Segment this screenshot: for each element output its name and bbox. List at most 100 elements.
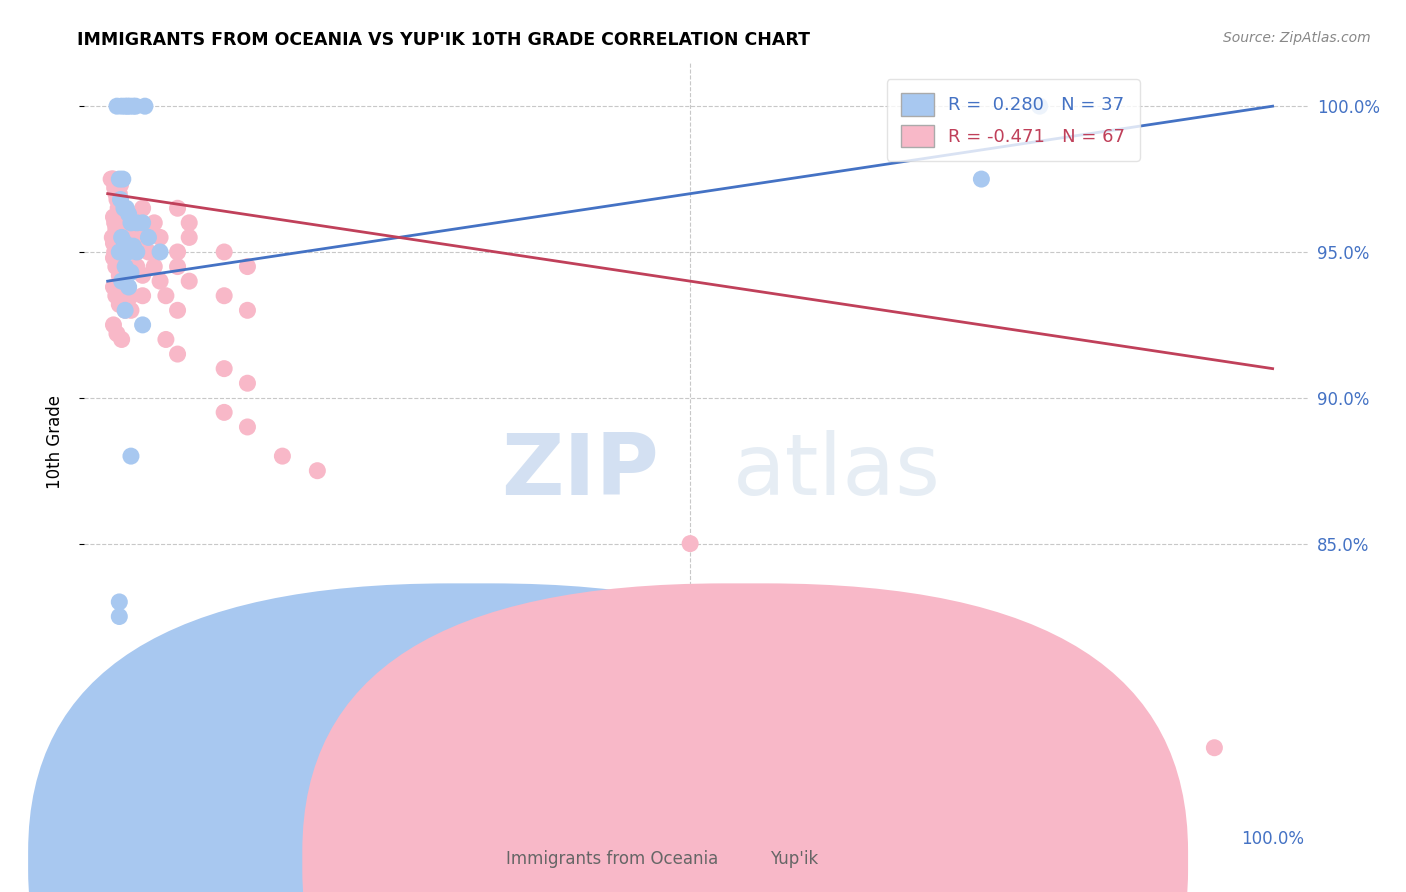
Point <box>166 201 188 215</box>
Point <box>105 99 128 113</box>
Point <box>179 216 201 230</box>
Point <box>125 244 148 259</box>
Point <box>110 193 132 207</box>
Point <box>111 230 134 244</box>
Point <box>131 318 153 332</box>
Point <box>212 361 235 376</box>
Point <box>131 201 153 215</box>
Point <box>108 268 131 283</box>
Point <box>117 244 139 259</box>
Point <box>125 260 148 274</box>
Point <box>117 99 139 113</box>
Point <box>236 303 259 318</box>
Point <box>105 326 128 341</box>
Point <box>103 251 125 265</box>
Legend: R =  0.280   N = 37, R = -0.471   N = 67: R = 0.280 N = 37, R = -0.471 N = 67 <box>887 79 1139 161</box>
Point <box>114 216 136 230</box>
Point <box>114 99 136 113</box>
Point <box>271 449 294 463</box>
Text: Yup'ik: Yup'ik <box>770 850 818 868</box>
Point <box>103 280 125 294</box>
Point <box>131 216 153 230</box>
Point <box>212 244 235 259</box>
Point <box>1204 740 1226 755</box>
Point <box>149 274 172 288</box>
Point <box>679 536 702 550</box>
Point <box>155 289 177 303</box>
Point <box>118 99 141 113</box>
Point <box>103 172 125 186</box>
Point <box>108 297 131 311</box>
Point <box>115 201 138 215</box>
Point <box>179 230 201 244</box>
Point <box>120 230 142 244</box>
Point <box>111 333 134 347</box>
Point <box>117 280 139 294</box>
Point <box>655 740 678 755</box>
Point <box>108 609 131 624</box>
Point <box>108 595 131 609</box>
Point <box>131 289 153 303</box>
Point <box>134 99 156 113</box>
Point <box>236 420 259 434</box>
Point <box>166 303 188 318</box>
Point <box>114 303 136 318</box>
Point <box>212 405 235 419</box>
Point <box>114 260 136 274</box>
Point <box>114 756 136 770</box>
Text: Source: ZipAtlas.com: Source: ZipAtlas.com <box>1223 31 1371 45</box>
Point <box>111 99 134 113</box>
Point <box>114 303 136 318</box>
Point <box>166 260 188 274</box>
Point <box>110 178 132 192</box>
Point <box>149 230 172 244</box>
Point <box>103 210 125 224</box>
Point <box>120 216 142 230</box>
Point <box>138 230 160 244</box>
Point <box>103 236 125 251</box>
Point <box>101 230 124 244</box>
Text: IMMIGRANTS FROM OCEANIA VS YUP'IK 10TH GRADE CORRELATION CHART: IMMIGRANTS FROM OCEANIA VS YUP'IK 10TH G… <box>77 31 810 49</box>
Point <box>155 333 177 347</box>
Point <box>114 236 136 251</box>
Point <box>104 181 127 195</box>
Point <box>111 210 134 224</box>
Point <box>107 201 129 215</box>
Point <box>108 172 131 186</box>
Point <box>131 230 153 244</box>
Point <box>307 464 329 478</box>
Point <box>236 260 259 274</box>
Text: Immigrants from Oceania: Immigrants from Oceania <box>506 850 718 868</box>
Point <box>105 239 128 253</box>
Point <box>104 244 127 259</box>
Point <box>970 172 993 186</box>
FancyBboxPatch shape <box>28 583 914 892</box>
Point <box>149 244 172 259</box>
Point <box>104 221 127 235</box>
Point <box>108 201 131 215</box>
Point <box>120 289 142 303</box>
Point <box>131 268 153 283</box>
Point <box>101 172 124 186</box>
Point <box>104 260 127 274</box>
Point <box>120 449 142 463</box>
Point <box>166 244 188 259</box>
Point <box>104 186 127 201</box>
Point <box>114 230 136 244</box>
Point <box>143 216 166 230</box>
Point <box>124 99 146 113</box>
Point <box>103 318 125 332</box>
Text: atlas: atlas <box>733 430 941 514</box>
Point <box>108 244 131 259</box>
Point <box>122 99 145 113</box>
Point <box>179 274 201 288</box>
Point <box>111 172 134 186</box>
Point <box>100 172 122 186</box>
FancyBboxPatch shape <box>302 583 1188 892</box>
Point <box>120 265 142 279</box>
Point <box>166 347 188 361</box>
Point <box>112 201 135 215</box>
Point <box>236 376 259 391</box>
Point <box>138 244 160 259</box>
Point <box>104 289 127 303</box>
